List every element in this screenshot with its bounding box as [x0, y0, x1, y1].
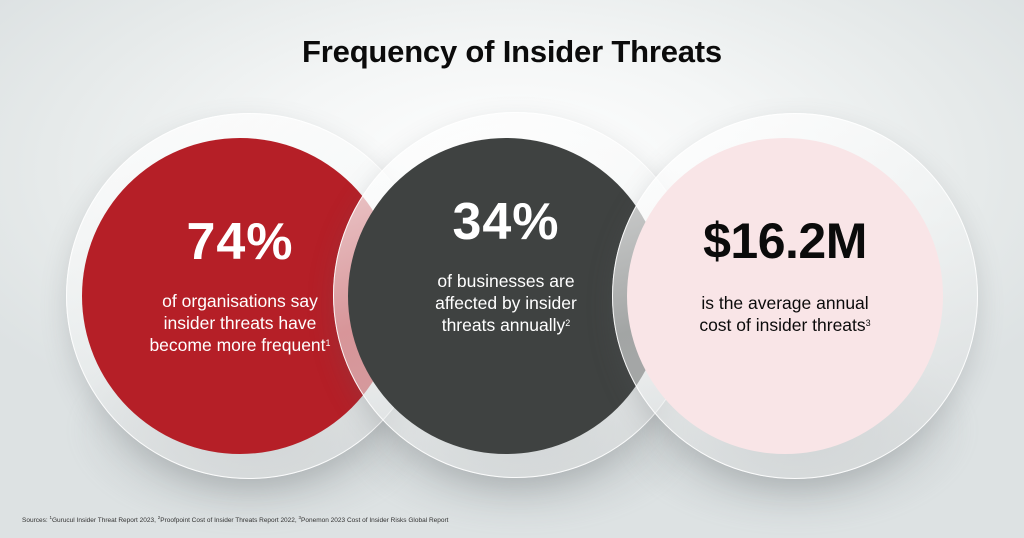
source-text: Proofpoint Cost of Insider Threats Repor… [160, 517, 297, 525]
desc-line: threats annually2 [435, 314, 577, 336]
source-number: 3 [298, 515, 302, 520]
sources-footnote: Sources: 1Gurucul Insider Threat Report … [22, 515, 448, 524]
desc-line: insider threats have [163, 313, 317, 333]
source-number: 1 [49, 515, 52, 520]
footnote-marker: 1 [325, 338, 331, 348]
desc-line: become more frequent1 [149, 334, 330, 356]
desc-line-text: become more frequent [149, 335, 326, 355]
stat-circle-affected: 34% of businesses are affected by inside… [348, 138, 664, 454]
desc-line: is the average annual [701, 293, 869, 313]
stat-description: of organisations say insider threats hav… [149, 290, 330, 356]
desc-line: cost of insider threats3 [699, 314, 870, 336]
footnote-marker: 3 [865, 318, 871, 328]
source-text: Gurucul Insider Threat Report 2023, [51, 517, 156, 525]
desc-line-text: threats annually [441, 315, 566, 335]
desc-line: of businesses are [437, 271, 575, 291]
desc-line-text: cost of insider threats [699, 315, 866, 335]
stat-description: is the average annual cost of insider th… [699, 292, 870, 336]
source-text: Ponemon 2023 Cost of Insider Risks Globa… [301, 517, 449, 525]
stat-value: 34% [452, 193, 560, 251]
stat-description: of businesses are affected by insider th… [435, 270, 577, 336]
page-title: Frequency of Insider Threats [302, 34, 722, 69]
sources-label: Sources: [22, 517, 48, 525]
footnote-marker: 2 [565, 318, 571, 328]
source-number: 2 [157, 515, 161, 520]
desc-line: affected by insider [435, 293, 577, 313]
stat-circle-cost: $16.2M is the average annual cost of ins… [627, 138, 943, 454]
stat-value: $16.2M [703, 213, 867, 269]
stat-value: 74% [186, 213, 294, 271]
desc-line: of organisations say [162, 291, 318, 311]
